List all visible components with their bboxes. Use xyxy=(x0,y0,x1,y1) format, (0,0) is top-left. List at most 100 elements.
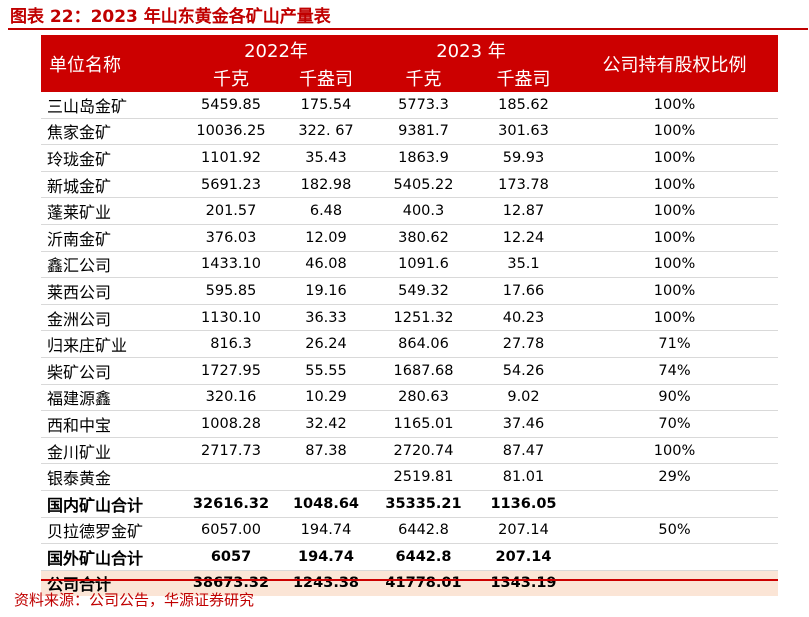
cell-koz-2023: 207.14 xyxy=(476,543,571,571)
cell-ownership: 90% xyxy=(571,384,778,412)
cell-ownership: 100% xyxy=(571,304,778,332)
table-row: 沂南金矿 376.03 12.09 380.62 12.24 100% xyxy=(41,224,778,252)
table-row: 归来庄矿业 816.3 26.24 864.06 27.78 71% xyxy=(41,330,778,358)
cell-koz-2022: 26.24 xyxy=(281,330,371,358)
cell-kg-2022: 1727.95 xyxy=(181,357,281,385)
cell-koz-2022: 55.55 xyxy=(281,357,371,385)
cell-koz-2023: 12.24 xyxy=(476,224,571,252)
cell-kg-2022: 1101.92 xyxy=(181,144,281,172)
cell-koz-2023: 87.47 xyxy=(476,437,571,465)
header-koz-2022: 千盎司 xyxy=(281,64,371,92)
table-row: 金川矿业 2717.73 87.38 2720.74 87.47 100% xyxy=(41,437,778,465)
table-row: 西和中宝 1008.28 32.42 1165.01 37.46 70% xyxy=(41,410,778,438)
cell-unit-name: 柴矿公司 xyxy=(41,357,181,385)
table-header: 单位名称 2022年 2023 年 公司持有股权比例 千克 千盎司 千克 千盎司 xyxy=(41,35,778,92)
table-row: 三山岛金矿 5459.85 175.54 5773.3 185.62 100% xyxy=(41,92,778,119)
header-kg-2023: 千克 xyxy=(371,64,476,92)
cell-koz-2022: 182.98 xyxy=(281,171,371,199)
cell-kg-2022: 595.85 xyxy=(181,277,281,305)
cell-kg-2023: 6442.8 xyxy=(371,543,476,571)
cell-koz-2023: 173.78 xyxy=(476,171,571,199)
cell-koz-2023: 1136.05 xyxy=(476,490,571,518)
cell-koz-2023: 27.78 xyxy=(476,330,571,358)
cell-koz-2023: 37.46 xyxy=(476,410,571,438)
cell-koz-2023: 54.26 xyxy=(476,357,571,385)
cell-kg-2023: 864.06 xyxy=(371,330,476,358)
cell-koz-2022: 36.33 xyxy=(281,304,371,332)
cell-koz-2022: 10.29 xyxy=(281,384,371,412)
cell-unit-name: 莱西公司 xyxy=(41,277,181,305)
cell-kg-2022 xyxy=(181,463,281,491)
cell-koz-2022: 35.43 xyxy=(281,144,371,172)
cell-koz-2022: 194.74 xyxy=(281,543,371,571)
table-row: 福建源鑫 320.16 10.29 280.63 9.02 90% xyxy=(41,384,778,412)
cell-kg-2022: 320.16 xyxy=(181,384,281,412)
cell-unit-name: 归来庄矿业 xyxy=(41,330,181,358)
cell-ownership: 100% xyxy=(571,197,778,225)
cell-kg-2023: 2519.81 xyxy=(371,463,476,491)
cell-unit-name: 公司合计 xyxy=(41,570,181,597)
cell-koz-2023: 12.87 xyxy=(476,197,571,225)
cell-unit-name: 玲珑金矿 xyxy=(41,144,181,172)
cell-ownership: 74% xyxy=(571,357,778,385)
cell-koz-2023: 185.62 xyxy=(476,92,571,119)
cell-ownership xyxy=(571,490,778,518)
cell-koz-2022: 175.54 xyxy=(281,92,371,119)
cell-unit-name: 蓬莱矿业 xyxy=(41,197,181,225)
cell-unit-name: 沂南金矿 xyxy=(41,224,181,252)
table-bottom-rule xyxy=(41,579,778,581)
cell-koz-2022: 194.74 xyxy=(281,517,371,545)
table-row: 国外矿山合计 6057 194.74 6442.8 207.14 xyxy=(41,543,778,571)
header-unit-name: 单位名称 xyxy=(41,35,181,92)
cell-ownership: 71% xyxy=(571,330,778,358)
cell-koz-2023: 17.66 xyxy=(476,277,571,305)
cell-unit-name: 银泰黄金 xyxy=(41,463,181,491)
cell-ownership: 100% xyxy=(571,171,778,199)
cell-koz-2023: 81.01 xyxy=(476,463,571,491)
production-table-container: 单位名称 2022年 2023 年 公司持有股权比例 千克 千盎司 千克 千盎司… xyxy=(41,35,778,597)
cell-kg-2022: 32616.32 xyxy=(181,490,281,518)
cell-unit-name: 鑫汇公司 xyxy=(41,251,181,279)
header-year-2022: 2022年 xyxy=(181,35,371,64)
cell-kg-2022: 201.57 xyxy=(181,197,281,225)
cell-ownership: 29% xyxy=(571,463,778,491)
cell-unit-name: 金川矿业 xyxy=(41,437,181,465)
cell-kg-2023: 41778.01 xyxy=(371,570,476,597)
cell-kg-2022: 2717.73 xyxy=(181,437,281,465)
cell-ownership xyxy=(571,570,778,597)
cell-unit-name: 国外矿山合计 xyxy=(41,543,181,571)
cell-ownership: 100% xyxy=(571,92,778,119)
cell-kg-2023: 1091.6 xyxy=(371,251,476,279)
cell-koz-2022: 1048.64 xyxy=(281,490,371,518)
cell-ownership: 100% xyxy=(571,251,778,279)
cell-kg-2022: 816.3 xyxy=(181,330,281,358)
cell-kg-2022: 10036.25 xyxy=(181,118,281,146)
cell-kg-2023: 549.32 xyxy=(371,277,476,305)
header-koz-2023: 千盎司 xyxy=(476,64,571,92)
cell-koz-2022: 32.42 xyxy=(281,410,371,438)
cell-ownership: 70% xyxy=(571,410,778,438)
cell-kg-2023: 400.3 xyxy=(371,197,476,225)
table-row: 蓬莱矿业 201.57 6.48 400.3 12.87 100% xyxy=(41,197,778,225)
cell-kg-2022: 376.03 xyxy=(181,224,281,252)
table-body: 三山岛金矿 5459.85 175.54 5773.3 185.62 100% 焦家金矿 10… xyxy=(41,92,778,597)
cell-kg-2023: 1687.68 xyxy=(371,357,476,385)
cell-kg-2022: 6057.00 xyxy=(181,517,281,545)
cell-koz-2022: 12.09 xyxy=(281,224,371,252)
cell-kg-2022: 1433.10 xyxy=(181,251,281,279)
source-note: 资料来源：公司公告，华源证券研究 xyxy=(14,591,255,609)
table-row: 柴矿公司 1727.95 55.55 1687.68 54.26 74% xyxy=(41,357,778,385)
cell-koz-2023: 1343.19 xyxy=(476,570,571,597)
cell-kg-2022: 1130.10 xyxy=(181,304,281,332)
cell-unit-name: 福建源鑫 xyxy=(41,384,181,412)
cell-koz-2022: 19.16 xyxy=(281,277,371,305)
table-row: 焦家金矿 10036.25 322. 67 9381.7 301.63 100% xyxy=(41,118,778,146)
cell-kg-2023: 1863.9 xyxy=(371,144,476,172)
table-row: 鑫汇公司 1433.10 46.08 1091.6 35.1 100% xyxy=(41,251,778,279)
cell-ownership: 100% xyxy=(571,224,778,252)
cell-koz-2022: 46.08 xyxy=(281,251,371,279)
cell-ownership: 100% xyxy=(571,437,778,465)
cell-koz-2022 xyxy=(281,463,371,491)
cell-unit-name: 金洲公司 xyxy=(41,304,181,332)
cell-kg-2022: 5691.23 xyxy=(181,171,281,199)
